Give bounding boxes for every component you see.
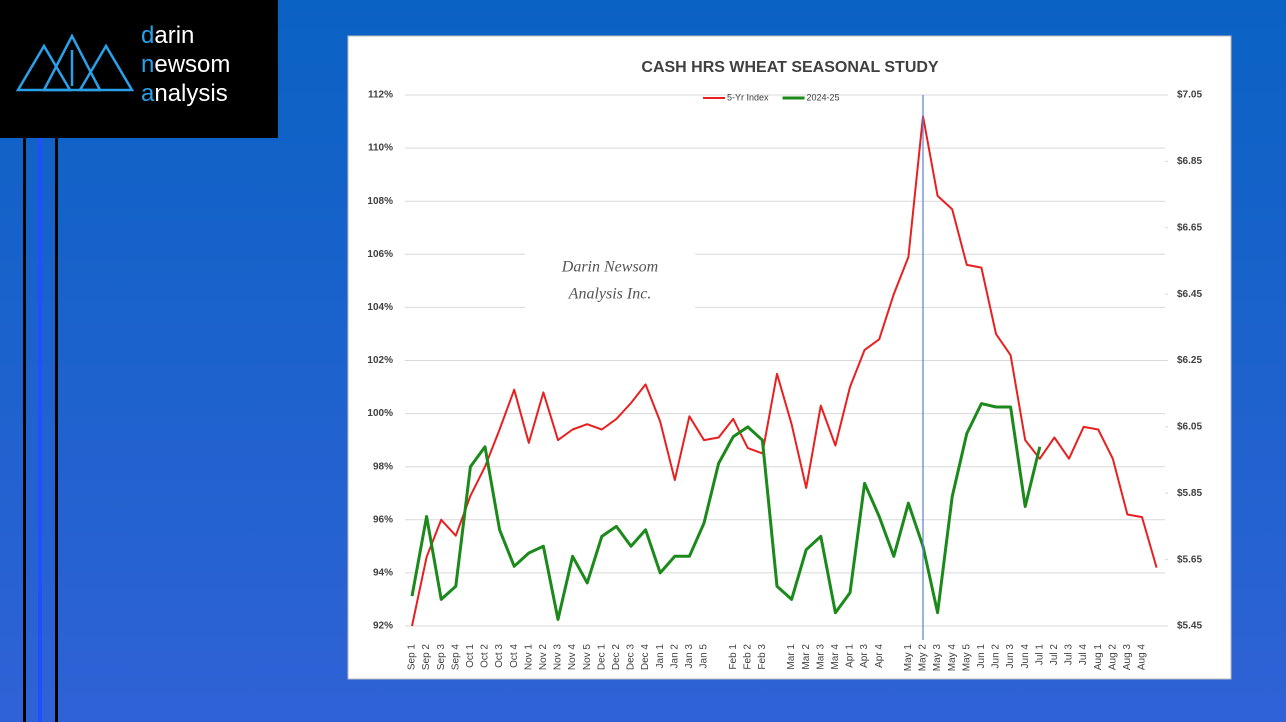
y2-tick-label: $6.45 xyxy=(1177,289,1202,300)
annotation-box xyxy=(525,250,695,312)
y2-tick-label: $5.45 xyxy=(1177,621,1202,632)
logo-line: newsom xyxy=(141,51,230,78)
x-tick-label: Feb 1 xyxy=(728,644,739,670)
y-tick-label: 98% xyxy=(373,461,393,472)
y2-tick-label: $5.65 xyxy=(1177,554,1202,565)
x-tick-label: Mar 3 xyxy=(815,644,826,670)
x-tick-label: May 5 xyxy=(961,644,972,672)
x-tick-label: Feb 2 xyxy=(742,644,753,670)
x-tick-label: Oct 2 xyxy=(480,644,491,668)
y2-tick-label: $6.05 xyxy=(1177,422,1202,433)
x-tick-label: Nov 2 xyxy=(538,644,549,671)
y-tick-label: 100% xyxy=(367,408,393,419)
x-tick-label: May 4 xyxy=(947,644,958,672)
x-tick-label: Apr 4 xyxy=(874,644,885,668)
x-tick-label: Apr 1 xyxy=(845,644,856,668)
x-tick-label: Jan 1 xyxy=(655,644,666,669)
x-tick-label: Jun 4 xyxy=(1020,644,1031,669)
series-line xyxy=(410,402,1042,621)
x-tick-label: Oct 1 xyxy=(465,644,476,668)
x-tick-label: Oct 3 xyxy=(494,644,505,668)
y2-tick-label: $6.25 xyxy=(1177,355,1202,366)
logo-icon xyxy=(15,33,135,92)
y-tick-label: 108% xyxy=(367,196,393,207)
x-tick-label: Jan 2 xyxy=(669,644,680,669)
x-tick-label: Dec 4 xyxy=(640,644,651,671)
x-tick-label: Jul 4 xyxy=(1078,644,1089,666)
x-tick-label: Jun 1 xyxy=(976,644,987,669)
x-tick-label: Jul 2 xyxy=(1049,644,1060,666)
annotation: Darin Newsom xyxy=(561,259,658,276)
x-tick-label: Apr 3 xyxy=(859,644,870,668)
x-tick-label: Mar 2 xyxy=(801,644,812,670)
y-tick-label: 104% xyxy=(367,302,393,313)
series-line xyxy=(411,115,1158,627)
x-tick-label: Jan 5 xyxy=(699,644,710,669)
x-tick-label: Nov 1 xyxy=(523,644,534,671)
logo-box xyxy=(0,0,278,138)
x-tick-label: Mar 4 xyxy=(830,644,841,670)
x-tick-label: Sep 3 xyxy=(436,644,447,671)
x-tick-label: Dec 2 xyxy=(611,644,622,671)
chart-title: CASH HRS WHEAT SEASONAL STUDY xyxy=(641,59,939,76)
y2-tick-label: $6.85 xyxy=(1177,156,1202,167)
x-tick-label: Feb 3 xyxy=(757,644,768,670)
x-tick-label: Jul 3 xyxy=(1064,644,1075,666)
side-line xyxy=(55,138,58,722)
x-tick-label: Jan 3 xyxy=(684,644,695,669)
y2-tick-label: $5.85 xyxy=(1177,488,1202,499)
x-tick-label: Jul 1 xyxy=(1034,644,1045,666)
x-tick-label: May 2 xyxy=(918,644,929,672)
x-tick-label: Nov 3 xyxy=(553,644,564,671)
side-line xyxy=(23,138,26,722)
x-tick-label: Oct 4 xyxy=(509,644,520,668)
chart-area xyxy=(347,35,1232,680)
x-tick-label: Aug 1 xyxy=(1093,644,1104,671)
y-tick-label: 94% xyxy=(373,568,393,579)
annotation: Analysis Inc. xyxy=(568,286,652,303)
x-tick-label: Dec 1 xyxy=(596,644,607,671)
logo-line: analysis xyxy=(141,80,228,107)
legend-label: 2024-25 xyxy=(807,92,840,102)
y-tick-label: 92% xyxy=(373,621,393,632)
x-tick-label: Dec 3 xyxy=(626,644,637,671)
x-tick-label: May 1 xyxy=(903,644,914,672)
x-tick-label: May 3 xyxy=(932,644,943,672)
y-tick-label: 102% xyxy=(367,355,393,366)
y2-tick-label: $6.65 xyxy=(1177,222,1202,233)
x-tick-label: Aug 2 xyxy=(1107,644,1118,671)
x-tick-label: Jun 2 xyxy=(991,644,1002,669)
x-tick-label: Sep 4 xyxy=(450,644,461,671)
x-tick-label: Jun 3 xyxy=(1005,644,1016,669)
x-tick-label: Aug 4 xyxy=(1137,644,1148,671)
side-line xyxy=(38,138,42,722)
x-tick-label: Aug 3 xyxy=(1122,644,1133,671)
x-tick-label: Sep 1 xyxy=(407,644,418,671)
plot: 92% 94% 96% 98% 100% 102% 104% 106% 108% 110% 112%… xyxy=(367,90,1202,672)
logo-line: darin xyxy=(141,22,194,49)
x-tick-label: Mar 1 xyxy=(786,644,797,670)
y-tick-label: 112% xyxy=(368,90,393,101)
y-tick-label: 96% xyxy=(373,514,393,525)
x-tick-label: Nov 4 xyxy=(567,644,578,671)
x-tick-label: Nov 5 xyxy=(582,644,593,671)
legend-label: 5-Yr Index xyxy=(727,92,769,102)
y2-tick-label: $7.05 xyxy=(1177,90,1202,101)
y-tick-label: 106% xyxy=(367,249,393,260)
x-tick-label: Sep 2 xyxy=(421,644,432,671)
y-tick-label: 110% xyxy=(368,143,393,154)
